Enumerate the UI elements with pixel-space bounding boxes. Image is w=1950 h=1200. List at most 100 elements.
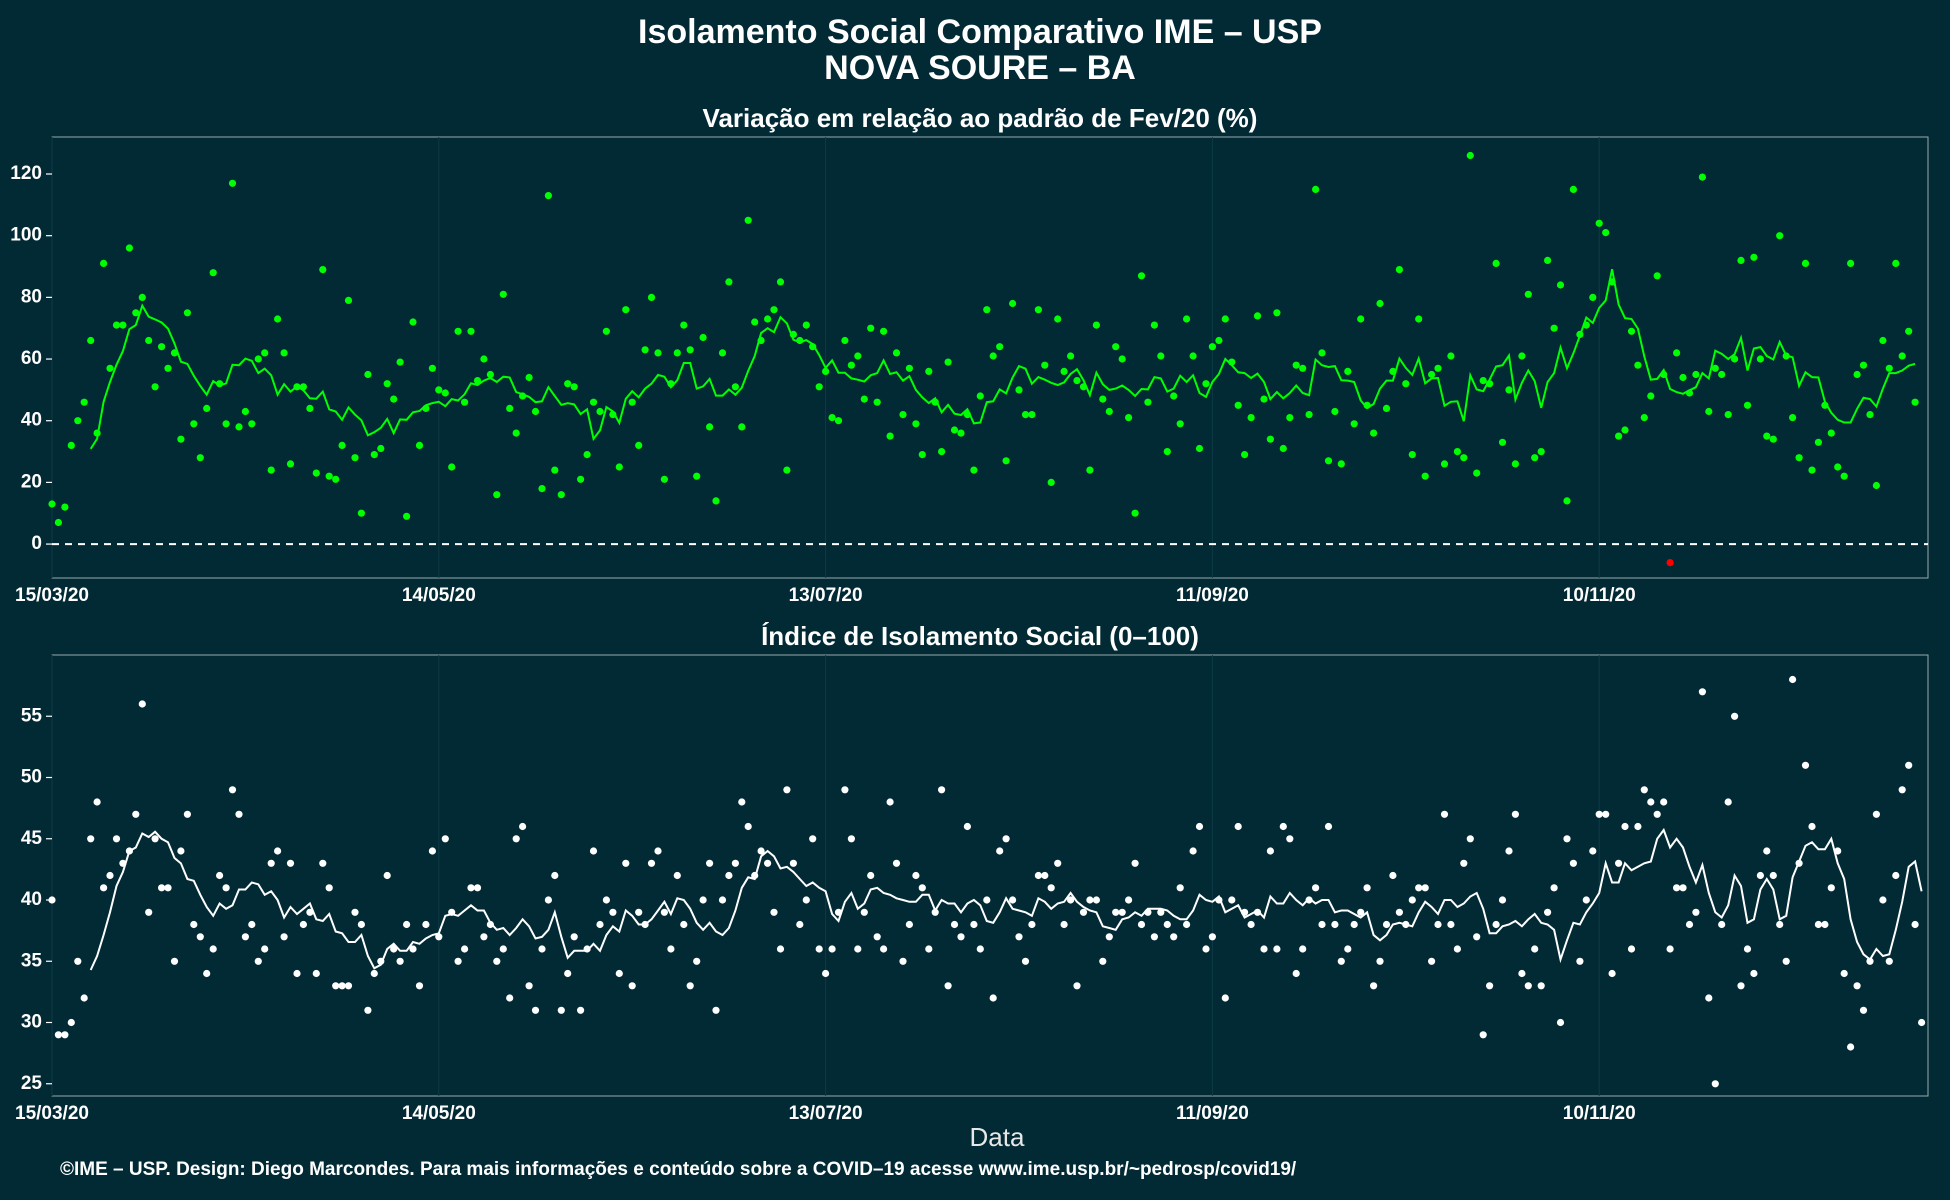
top-data-point [1054, 315, 1062, 323]
top-data-point [963, 411, 972, 419]
bottom-data-point [1711, 1080, 1719, 1088]
bottom-data-point [1776, 920, 1784, 929]
top-data-point [654, 349, 662, 357]
bottom-data-point [1621, 822, 1629, 831]
top-data-point [1305, 411, 1313, 419]
top-data-point [158, 343, 166, 351]
bottom-data-point [1157, 908, 1165, 916]
top-data-point [1337, 460, 1345, 468]
bottom-data-point [1898, 786, 1906, 794]
bottom-data-point [338, 982, 346, 990]
bottom-data-point [1453, 945, 1461, 953]
top-data-point [1447, 352, 1455, 360]
top-data-point [1060, 367, 1068, 375]
top-data-point [67, 441, 75, 449]
top-data-point [538, 485, 546, 493]
top-data-point [409, 318, 417, 326]
top-data-point [706, 423, 714, 431]
bottom-data-point [1808, 822, 1816, 831]
top-data-point [731, 383, 740, 391]
bottom-y-tick-label: 25 [21, 1073, 43, 1094]
top-data-point [680, 321, 688, 329]
top-x-tick-label: 11/09/20 [1176, 585, 1249, 606]
top-data-point [1079, 383, 1088, 391]
top-data-point [944, 358, 952, 366]
top-y-tick-label: 40 [21, 410, 42, 431]
bottom-data-point [1253, 908, 1262, 916]
bottom-data-point [822, 969, 830, 978]
top-data-point [87, 336, 95, 345]
top-data-point [1150, 321, 1158, 329]
bottom-data-point [609, 908, 617, 916]
top-data-point [1344, 367, 1352, 375]
top-data-point [1582, 321, 1590, 329]
bottom-data-point [54, 1031, 63, 1039]
bottom-data-point [493, 957, 501, 965]
bottom-data-point [1344, 945, 1352, 953]
top-data-point [918, 451, 926, 459]
top-data-point [822, 367, 830, 375]
bottom-data-point [654, 847, 662, 855]
bottom-data-point [1685, 920, 1694, 929]
bottom-data-point [1299, 945, 1307, 953]
top-data-point [1009, 299, 1017, 308]
top-data-point [1531, 454, 1539, 462]
top-data-point [506, 404, 514, 412]
top-data-point [209, 269, 217, 277]
bottom-data-point [1247, 920, 1255, 929]
top-data-point [1537, 448, 1545, 456]
top-data-point [1834, 463, 1842, 471]
bottom-data-point [899, 957, 907, 965]
top-data-point [338, 441, 346, 449]
top-data-point [957, 429, 965, 437]
top-data-point [1183, 315, 1191, 323]
top-data-point [1866, 411, 1874, 419]
top-data-point [274, 315, 282, 323]
bottom-data-point [1595, 810, 1603, 818]
top-data-point [1544, 256, 1552, 264]
top-data-point [1750, 253, 1758, 261]
bottom-data-point [770, 908, 778, 916]
top-data-point [751, 318, 759, 326]
top-data-point [1466, 151, 1474, 160]
bottom-data-point [854, 945, 862, 953]
top-data-point [1731, 355, 1739, 363]
top-data-point [609, 411, 617, 419]
top-data-point [448, 463, 456, 471]
bottom-data-point [615, 969, 623, 978]
bottom-y-tick-label: 45 [21, 828, 43, 849]
top-data-point [1608, 278, 1616, 286]
bottom-data-point [1234, 822, 1242, 831]
bottom-data-point [1292, 969, 1300, 978]
top-data-point [467, 327, 475, 335]
bottom-data-point [1537, 982, 1545, 990]
bottom-data-point [783, 786, 791, 794]
bottom-data-point [1821, 920, 1829, 929]
bottom-y-tick-label: 40 [21, 889, 42, 910]
top-data-point [325, 472, 333, 480]
top-data-point [1756, 355, 1764, 363]
bottom-data-point [1324, 822, 1333, 831]
bottom-data-point [512, 835, 520, 843]
top-data-point [976, 392, 984, 400]
bottom-data-point [1318, 920, 1326, 929]
top-data-point [435, 386, 443, 394]
bottom-data-point [892, 859, 901, 867]
bottom-data-point [776, 945, 785, 953]
top-data-point [1872, 481, 1880, 490]
top-data-point [1905, 327, 1913, 335]
bottom-data-point [325, 884, 333, 892]
bottom-data-point [570, 933, 578, 941]
bottom-data-point [467, 884, 475, 892]
bottom-data-point [796, 920, 804, 929]
bottom-data-point [1814, 920, 1822, 929]
bottom-data-point [428, 847, 436, 855]
top-data-point [1853, 370, 1861, 379]
bottom-data-point [177, 847, 185, 855]
bottom-data-point [1408, 896, 1416, 904]
top-data-point [1827, 429, 1835, 437]
top-data-point [531, 407, 540, 416]
top-data-point [1718, 370, 1726, 379]
top-data-point [1434, 364, 1442, 372]
